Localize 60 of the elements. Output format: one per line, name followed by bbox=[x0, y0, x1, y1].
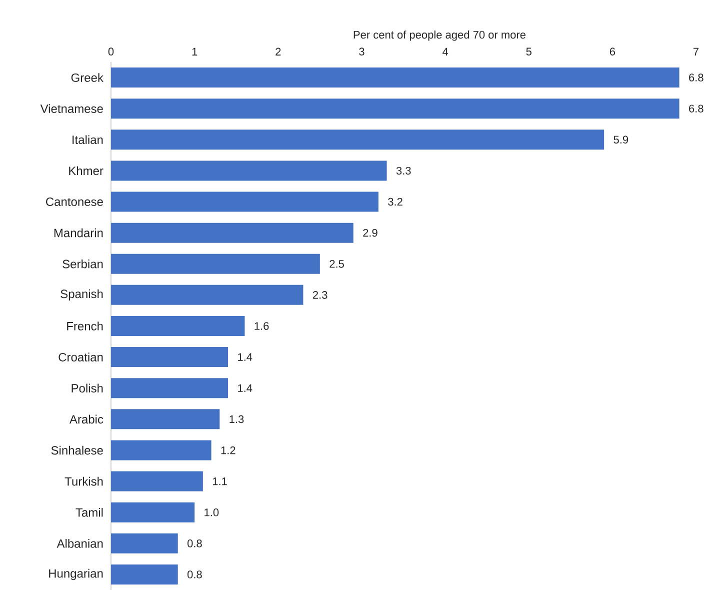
data-label: 0.8 bbox=[187, 539, 202, 548]
x-tick-label: 5 bbox=[526, 48, 532, 56]
x-tick-label: 1 bbox=[192, 48, 198, 56]
x-tick-label: 7 bbox=[694, 48, 699, 56]
bar bbox=[111, 378, 228, 398]
bar bbox=[111, 160, 387, 181]
y-tick-label: Vietnamese bbox=[40, 104, 103, 113]
bar bbox=[111, 502, 195, 522]
bar bbox=[111, 222, 354, 243]
data-label: 0.8 bbox=[187, 570, 202, 578]
bar bbox=[111, 67, 680, 88]
data-label: 1.4 bbox=[238, 353, 252, 361]
y-tick-label: Khmer bbox=[69, 166, 104, 175]
x-tick-label: 0 bbox=[108, 48, 114, 56]
bar bbox=[111, 533, 178, 554]
y-tick-label: Sinhalese bbox=[51, 446, 103, 454]
data-label: 5.9 bbox=[614, 136, 628, 144]
bar bbox=[111, 98, 680, 118]
data-label: 2.5 bbox=[330, 260, 344, 268]
bar bbox=[111, 564, 178, 584]
bar bbox=[111, 440, 212, 460]
y-tick-label: French bbox=[67, 321, 103, 330]
data-label: 1.4 bbox=[238, 384, 252, 392]
bar bbox=[111, 408, 220, 429]
data-label: 1.2 bbox=[221, 446, 236, 454]
y-tick-label: Italian bbox=[72, 135, 103, 144]
data-label: 6.8 bbox=[689, 104, 704, 112]
bar bbox=[111, 254, 320, 274]
data-label: 1.3 bbox=[230, 415, 244, 423]
y-tick-label: Turkish bbox=[64, 476, 103, 486]
y-tick-label: Mandarin bbox=[54, 228, 103, 238]
y-tick-label: Cantonese bbox=[46, 197, 103, 206]
y-tick-label: Polish bbox=[72, 384, 103, 392]
y-tick-label: Serbian bbox=[62, 259, 103, 268]
bar bbox=[111, 192, 378, 212]
x-tick-label: 2 bbox=[276, 48, 281, 56]
y-tick-label: Hungarian bbox=[49, 568, 103, 580]
bar bbox=[111, 284, 304, 305]
data-label: 6.8 bbox=[689, 73, 704, 82]
bar bbox=[111, 471, 203, 492]
bar bbox=[111, 129, 604, 150]
x-tick-label: 3 bbox=[359, 48, 364, 56]
bar bbox=[111, 316, 245, 336]
x-tick-label: 6 bbox=[610, 48, 616, 56]
y-tick-label: Greek bbox=[71, 72, 104, 82]
data-label: 1.0 bbox=[204, 508, 219, 516]
data-label: 1.6 bbox=[254, 322, 269, 330]
data-label: 3.2 bbox=[388, 198, 402, 206]
x-axis-title: Per cent of people aged 70 or more bbox=[354, 30, 526, 41]
data-label: 2.3 bbox=[312, 290, 328, 299]
y-tick-label: Spanish bbox=[60, 289, 103, 300]
x-tick-label: 4 bbox=[442, 48, 448, 56]
data-label: 3.3 bbox=[396, 166, 411, 174]
data-label: 1.1 bbox=[212, 477, 227, 485]
data-label: 2.9 bbox=[363, 228, 378, 237]
y-tick-label: Albanian bbox=[56, 538, 103, 548]
y-tick-label: Arabic bbox=[69, 414, 104, 424]
y-tick-label: Croatian bbox=[58, 352, 103, 362]
y-tick-label: Tamil bbox=[76, 508, 103, 517]
bar bbox=[111, 346, 228, 367]
